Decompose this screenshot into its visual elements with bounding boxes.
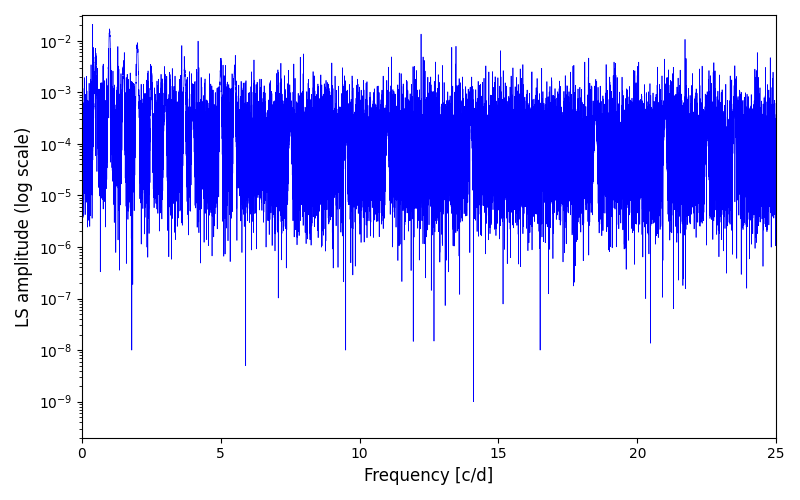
X-axis label: Frequency [c/d]: Frequency [c/d] — [364, 467, 494, 485]
Y-axis label: LS amplitude (log scale): LS amplitude (log scale) — [15, 126, 33, 326]
